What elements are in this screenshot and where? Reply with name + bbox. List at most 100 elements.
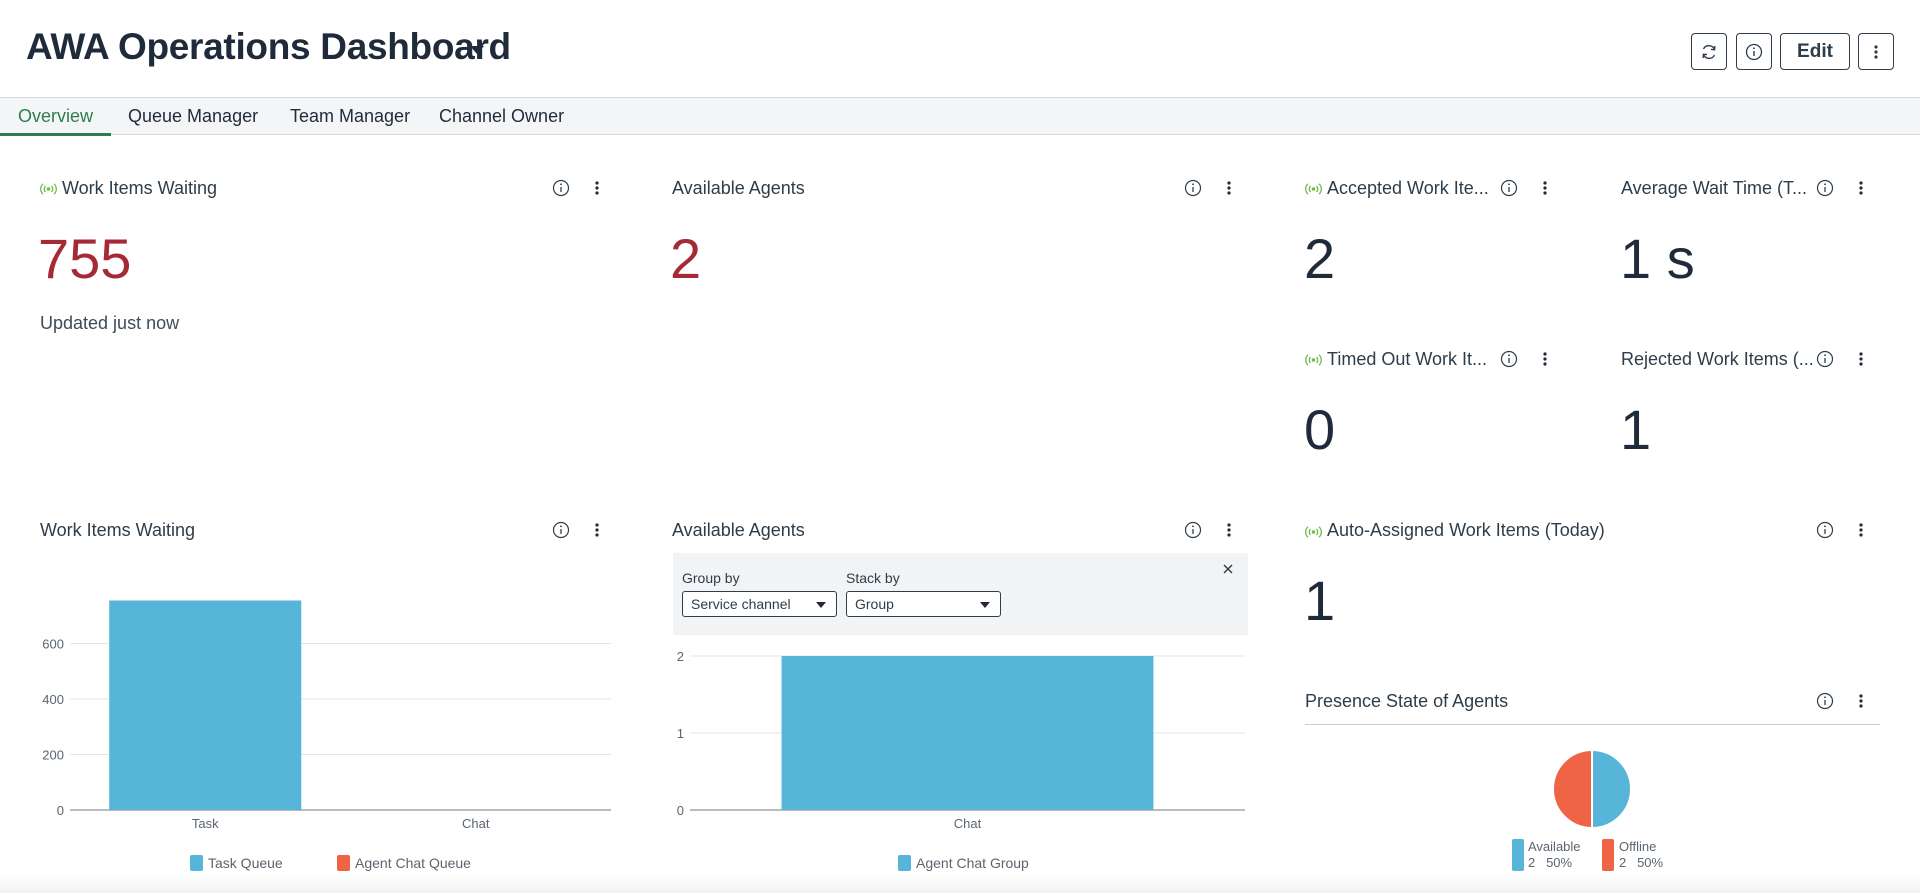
y-tick-label: 600 (42, 637, 64, 652)
live-broadcast-icon (1305, 526, 1322, 538)
widget-title: Rejected Work Items (... (1621, 349, 1814, 369)
x-tick-label: Chat (954, 816, 982, 831)
widget-title: Timed Out Work It... (1327, 349, 1488, 369)
widget-title: Accepted Work Ite... (1327, 178, 1489, 198)
more-vertical-icon[interactable] (594, 521, 600, 539)
page-title: AWA Operations Dashboard (26, 26, 511, 67)
edit-button[interactable]: Edit (1780, 33, 1850, 70)
close-icon[interactable] (1221, 562, 1235, 576)
widget-title: Work Items Waiting (62, 178, 218, 198)
y-tick-label: 0 (57, 803, 64, 818)
pie-slice (1591, 748, 1632, 830)
info-icon[interactable] (1184, 521, 1202, 539)
legend-value: 2 50% (1619, 855, 1664, 870)
legend-swatch (1512, 839, 1524, 871)
x-tick-label: Chat (462, 816, 490, 831)
presence-pie-chart (1552, 748, 1632, 830)
legend-item[interactable]: Agent Chat Group (916, 855, 1029, 871)
dashboard-header: AWA Operations Dashboard Edit (0, 0, 1920, 98)
live-broadcast-icon (1305, 354, 1322, 366)
y-tick-label: 1 (677, 726, 684, 741)
group-by-value: Service channel (691, 596, 791, 612)
group-by-label: Group by (682, 570, 740, 586)
more-vertical-icon[interactable] (1858, 179, 1864, 197)
refresh-icon (1702, 44, 1716, 59)
more-vertical-icon[interactable] (1226, 521, 1232, 539)
tab-overview[interactable]: Overview (18, 106, 94, 126)
group-by-select[interactable]: Service channel (682, 591, 837, 617)
more-vertical-icon[interactable] (1858, 350, 1864, 368)
pie-slice (1552, 748, 1593, 830)
score-value[interactable]: 2 (670, 227, 702, 290)
live-broadcast-icon (40, 183, 57, 195)
info-icon[interactable] (552, 521, 570, 539)
info-icon (1745, 43, 1763, 60)
score-value[interactable]: 1 (1620, 398, 1652, 461)
widget-title: Available Agents (672, 178, 805, 198)
score-value[interactable]: 0 (1304, 398, 1336, 461)
live-broadcast-icon (1305, 183, 1322, 195)
tab-channel-owner[interactable]: Channel Owner (439, 106, 565, 126)
info-button[interactable] (1736, 33, 1772, 70)
legend-swatch (898, 855, 911, 871)
widget-title: Auto-Assigned Work Items (Today) (1327, 520, 1605, 540)
more-vertical-icon[interactable] (1226, 179, 1232, 197)
more-vertical-icon[interactable] (1542, 350, 1548, 368)
bar (781, 656, 1154, 810)
legend-item-offline[interactable]: Offline 2 50% (1619, 839, 1663, 871)
chevron-down-icon (980, 602, 990, 608)
more-vertical-icon[interactable] (1858, 521, 1864, 539)
stack-by-value: Group (855, 596, 894, 612)
score-value[interactable]: 1 (1304, 569, 1336, 632)
dashboard-switcher-caret-icon[interactable] (470, 46, 484, 54)
legend-swatch (1602, 839, 1614, 871)
widget-title: Presence State of Agents (1305, 691, 1509, 711)
legend-swatch (337, 855, 350, 871)
legend-label: Offline (1619, 839, 1657, 854)
divider (1305, 724, 1880, 725)
y-tick-label: 400 (42, 692, 64, 707)
x-tick-label: Task (192, 816, 219, 831)
info-icon[interactable] (1500, 350, 1518, 368)
bar (109, 600, 302, 810)
more-vertical-icon (1874, 44, 1878, 59)
legend-swatch (190, 855, 203, 871)
active-tab-indicator (0, 133, 111, 136)
info-icon[interactable] (1816, 179, 1834, 197)
y-tick-label: 2 (677, 649, 684, 664)
chart-filter-panel: Group by Service channel Stack by Group (673, 553, 1248, 635)
info-icon[interactable] (1816, 692, 1834, 710)
y-tick-label: 0 (677, 803, 684, 818)
info-icon[interactable] (1816, 350, 1834, 368)
legend-item[interactable]: Task Queue (208, 855, 283, 871)
stack-by-label: Stack by (846, 570, 900, 586)
info-icon[interactable] (1184, 179, 1202, 197)
refresh-button[interactable] (1691, 33, 1727, 70)
more-vertical-icon[interactable] (594, 179, 600, 197)
more-options-button[interactable] (1858, 33, 1894, 70)
info-icon[interactable] (1816, 521, 1834, 539)
more-vertical-icon[interactable] (1542, 179, 1548, 197)
score-value[interactable]: 2 (1304, 227, 1336, 290)
y-tick-label: 200 (42, 748, 64, 763)
tab-bar: Overview Queue Manager Team Manager Chan… (0, 97, 1920, 136)
more-vertical-icon[interactable] (1858, 692, 1864, 710)
score-value[interactable]: 755 (38, 227, 132, 290)
stack-by-select[interactable]: Group (846, 591, 1001, 617)
legend-item-available[interactable]: Available 2 50% (1528, 839, 1581, 871)
chevron-down-icon (816, 602, 826, 608)
tab-team-manager[interactable]: Team Manager (290, 106, 411, 126)
legend-label: Available (1528, 839, 1581, 854)
updated-status: Updated just now (40, 313, 180, 333)
info-icon[interactable] (1500, 179, 1518, 197)
widget-title: Average Wait Time (T... (1621, 178, 1808, 198)
legend-value: 2 50% (1528, 855, 1573, 870)
info-icon[interactable] (552, 179, 570, 197)
legend-item[interactable]: Agent Chat Queue (355, 855, 471, 871)
score-value[interactable]: 1 s (1620, 227, 1695, 290)
tab-queue-manager[interactable]: Queue Manager (128, 106, 259, 126)
widget-title: Available Agents (672, 520, 805, 540)
widget-title: Work Items Waiting (40, 520, 196, 540)
available-agents-chart: 0 1 2 Chat (677, 649, 1245, 831)
bottom-fade (0, 873, 1920, 893)
